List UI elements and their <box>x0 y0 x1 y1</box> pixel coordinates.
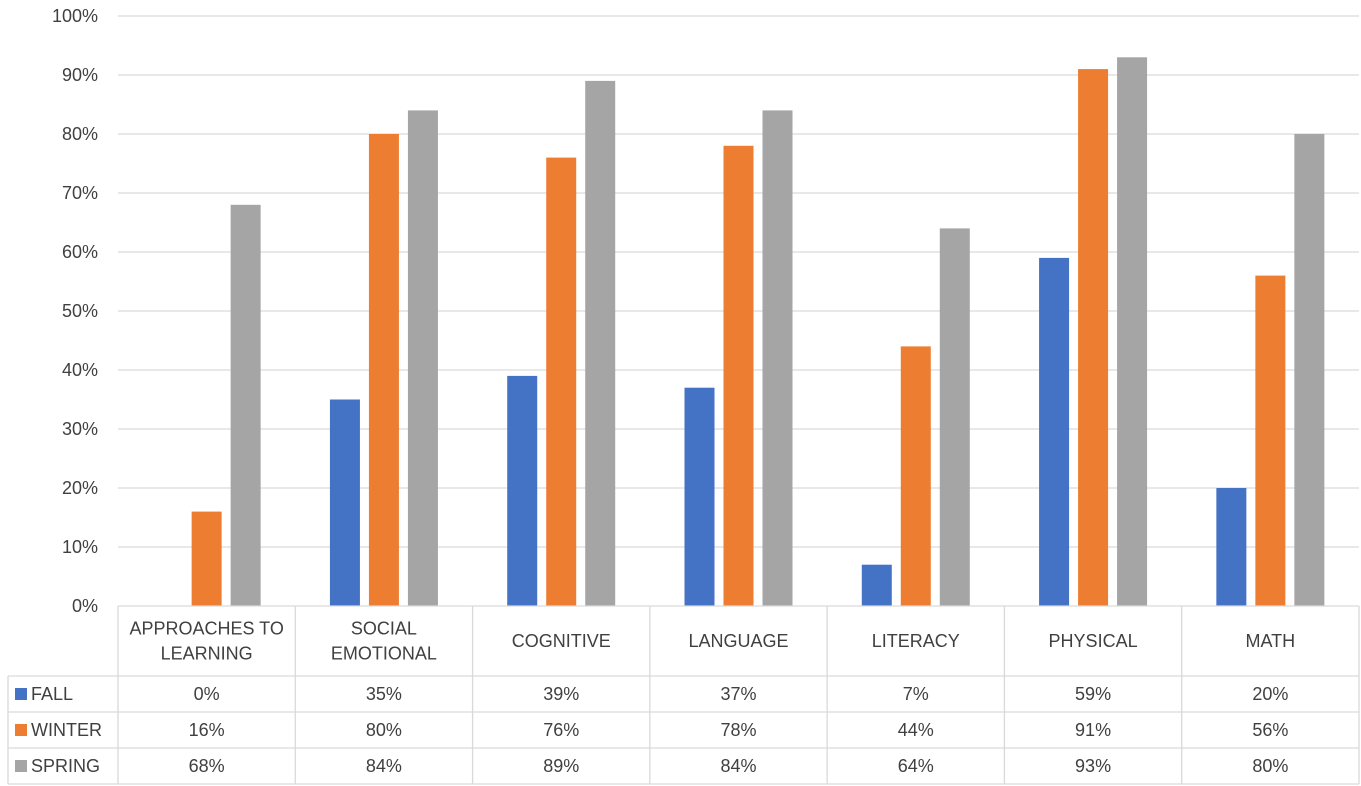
bar-fall <box>684 387 715 606</box>
table-cell: 35% <box>366 684 402 704</box>
table-cell: 16% <box>189 720 225 740</box>
table-cell: 80% <box>1252 756 1288 776</box>
y-tick-label: 60% <box>62 242 98 262</box>
table-cell: 0% <box>194 684 220 704</box>
table-cell: 20% <box>1252 684 1288 704</box>
table-cell: 76% <box>543 720 579 740</box>
category-label: SOCIAL <box>351 619 417 639</box>
bar-winter <box>1255 275 1286 606</box>
legend-key-winter <box>15 724 27 736</box>
table-cell: 91% <box>1075 720 1111 740</box>
category-label: COGNITIVE <box>512 631 611 651</box>
data-table: APPROACHES TO LEARNING SOCIAL EMOTIONAL COGN… <box>7 605 1360 785</box>
bar-winter <box>1078 69 1109 607</box>
y-axis: 0% 10% 20% 30% 40% 50% 60% 70% 80% 90% 100% <box>52 6 98 616</box>
bar-winter <box>900 346 931 606</box>
bar-spring <box>939 228 970 606</box>
category-label: LEARNING <box>161 644 253 664</box>
y-tick-label: 70% <box>62 183 98 203</box>
y-tick-label: 100% <box>52 6 98 26</box>
y-tick-label: 40% <box>62 360 98 380</box>
y-tick-label: 80% <box>62 124 98 144</box>
bar-fall <box>1039 257 1070 606</box>
bar-fall <box>861 564 892 606</box>
bars <box>191 57 1325 607</box>
legend-key-spring <box>15 760 27 772</box>
category-label: PHYSICAL <box>1049 631 1138 651</box>
category-label: LITERACY <box>872 631 960 651</box>
bar-spring <box>1117 57 1148 607</box>
bar-winter <box>368 134 399 606</box>
bar-spring <box>230 204 261 607</box>
y-tick-label: 20% <box>62 478 98 498</box>
bar-fall <box>329 399 360 606</box>
series-name: SPRING <box>31 756 100 776</box>
table-cell: 59% <box>1075 684 1111 704</box>
table-cell: 93% <box>1075 756 1111 776</box>
table-cell: 84% <box>366 756 402 776</box>
table-cell: 44% <box>898 720 934 740</box>
category-label: EMOTIONAL <box>331 644 437 664</box>
table-cell: 39% <box>543 684 579 704</box>
table-cell: 78% <box>720 720 756 740</box>
bar-fall <box>1216 488 1247 606</box>
category-label: APPROACHES TO <box>129 619 283 639</box>
category-label: MATH <box>1246 631 1296 651</box>
bar-spring <box>1294 134 1325 606</box>
bar-spring <box>762 110 793 607</box>
table-cell: 84% <box>720 756 756 776</box>
legend-key-fall <box>15 688 27 700</box>
y-tick-label: 50% <box>62 301 98 321</box>
y-tick-label: 0% <box>72 596 98 616</box>
y-tick-label: 10% <box>62 537 98 557</box>
bar-fall <box>507 375 538 606</box>
table-cell: 89% <box>543 756 579 776</box>
bar-winter <box>546 157 577 606</box>
table-cell: 56% <box>1252 720 1288 740</box>
bar-spring <box>585 80 616 606</box>
bar-spring <box>407 110 438 607</box>
bar-winter <box>723 145 754 607</box>
category-label: LANGUAGE <box>688 631 788 651</box>
y-tick-label: 90% <box>62 65 98 85</box>
table-cell: 37% <box>720 684 756 704</box>
table-cell: 68% <box>189 756 225 776</box>
table-cell: 64% <box>898 756 934 776</box>
series-name: FALL <box>31 684 73 704</box>
y-tick-label: 30% <box>62 419 98 439</box>
series-name: WINTER <box>31 720 102 740</box>
table-cell: 7% <box>903 684 929 704</box>
table-cell: 80% <box>366 720 402 740</box>
bar-winter <box>191 511 222 606</box>
